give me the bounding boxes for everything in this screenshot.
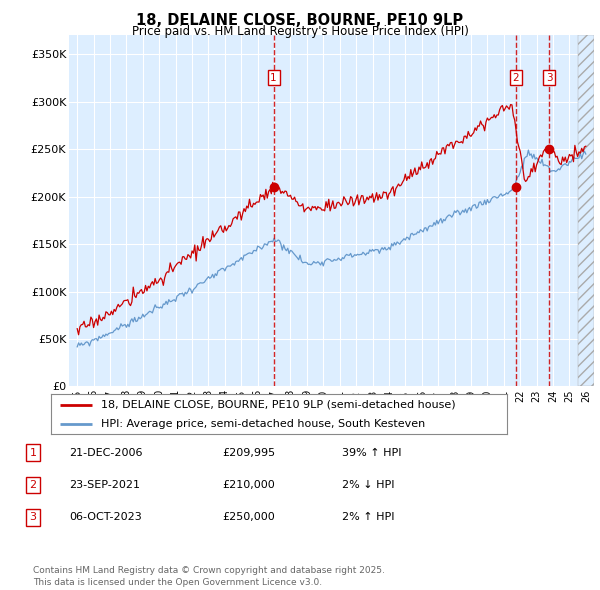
- Text: 1: 1: [29, 448, 37, 457]
- Text: Price paid vs. HM Land Registry's House Price Index (HPI): Price paid vs. HM Land Registry's House …: [131, 25, 469, 38]
- Text: 2: 2: [29, 480, 37, 490]
- Text: 39% ↑ HPI: 39% ↑ HPI: [342, 448, 401, 457]
- Text: 1: 1: [270, 73, 277, 83]
- Text: £209,995: £209,995: [222, 448, 275, 457]
- Text: 06-OCT-2023: 06-OCT-2023: [69, 513, 142, 522]
- Text: £250,000: £250,000: [222, 513, 275, 522]
- Text: 3: 3: [546, 73, 553, 83]
- Text: 2: 2: [512, 73, 519, 83]
- Text: 21-DEC-2006: 21-DEC-2006: [69, 448, 143, 457]
- Text: HPI: Average price, semi-detached house, South Kesteven: HPI: Average price, semi-detached house,…: [101, 419, 425, 428]
- Text: 3: 3: [29, 513, 37, 522]
- Text: 18, DELAINE CLOSE, BOURNE, PE10 9LP (semi-detached house): 18, DELAINE CLOSE, BOURNE, PE10 9LP (sem…: [101, 400, 456, 410]
- Bar: [578, 35, 594, 386]
- Text: 18, DELAINE CLOSE, BOURNE, PE10 9LP: 18, DELAINE CLOSE, BOURNE, PE10 9LP: [136, 13, 464, 28]
- Text: 2% ↑ HPI: 2% ↑ HPI: [342, 513, 395, 522]
- Text: 2% ↓ HPI: 2% ↓ HPI: [342, 480, 395, 490]
- Text: 23-SEP-2021: 23-SEP-2021: [69, 480, 140, 490]
- Text: £210,000: £210,000: [222, 480, 275, 490]
- Text: Contains HM Land Registry data © Crown copyright and database right 2025.
This d: Contains HM Land Registry data © Crown c…: [33, 566, 385, 587]
